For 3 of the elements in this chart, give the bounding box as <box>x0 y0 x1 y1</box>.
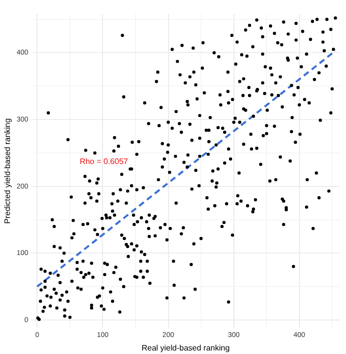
x-axis-title: Real yield-based ranking <box>142 343 230 352</box>
y-axis-title: Predicted yield-based ranking <box>3 118 12 224</box>
annotation: Rho = 0.6057 <box>80 156 129 166</box>
